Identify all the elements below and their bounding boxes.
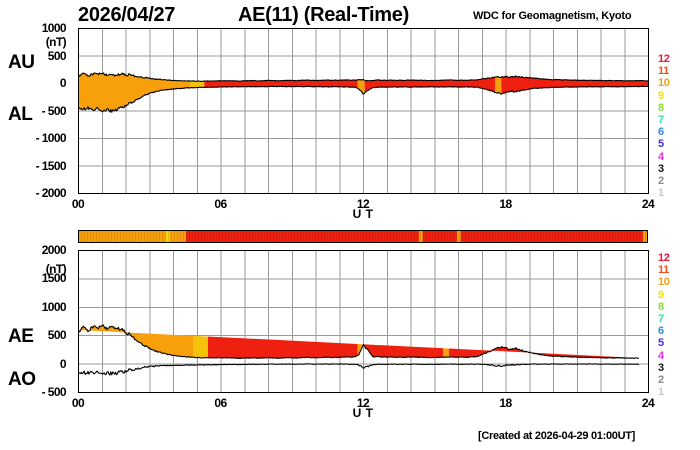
legend-item-3: 3	[658, 162, 664, 175]
legend-item-11: 11	[658, 65, 669, 78]
legend-item-2: 2	[658, 174, 664, 187]
label-au: AU	[8, 52, 35, 73]
footer-created-timestamp: [Created at 2026-04-29 01:00UT]	[478, 430, 636, 442]
trace-fill-segment	[193, 324, 208, 359]
legend-item-7: 7	[658, 312, 664, 325]
y-tick-label: - 500	[41, 385, 67, 399]
y-tick-label: - 1000	[35, 131, 67, 145]
y-tick-label: 2000	[41, 243, 67, 257]
status-bar-segment	[418, 230, 423, 243]
y-tick-label: 0	[59, 356, 67, 371]
legend-item-2: 2	[658, 373, 664, 386]
legend-item-11: 11	[658, 264, 669, 277]
legend-bottom: 12 11 10 9 8 7 6 5 4 3 2 1	[658, 252, 670, 399]
panel1-x-axis-title: U T	[352, 207, 374, 221]
y-tick-label: - 1500	[35, 158, 67, 173]
legend-item-4: 4	[658, 150, 664, 163]
legend-item-12: 12	[658, 252, 670, 264]
trace-line-AL	[78, 85, 649, 113]
header-title: AE(11) (Real-Time)	[238, 4, 409, 26]
y-tick-label: - 500	[41, 103, 67, 118]
x-tick-label: 24	[641, 197, 655, 211]
trace-fill-segment	[364, 324, 444, 359]
activity-status-bar[interactable]	[78, 230, 649, 244]
label-al: AL	[8, 104, 33, 125]
legend-item-5: 5	[658, 337, 664, 350]
legend-item-6: 6	[658, 325, 664, 338]
trace-fill-segment	[207, 324, 358, 359]
x-tick-label: 00	[71, 197, 85, 211]
status-bar-segment	[642, 230, 648, 243]
x-tick-label: 12	[356, 197, 370, 211]
x-tick-label: 18	[499, 197, 512, 211]
header-date: 2026/04/27	[78, 4, 176, 26]
legend-item-1: 1	[658, 386, 664, 399]
x-tick-label: 24	[641, 396, 655, 410]
y-tick-label: - 2000	[35, 186, 67, 200]
legend-item-8: 8	[658, 101, 664, 114]
legend-item-6: 6	[658, 126, 664, 139]
panel1-plot-area[interactable]	[78, 28, 649, 194]
legend-item-3: 3	[658, 361, 664, 374]
trace-fill-segment	[78, 324, 194, 359]
legend-item-9: 9	[658, 89, 664, 102]
trace-line-AO	[78, 363, 640, 376]
x-tick-label: 00	[71, 396, 85, 410]
legend-item-7: 7	[658, 113, 664, 126]
legend-item-4: 4	[658, 349, 664, 362]
status-bar-segment	[456, 230, 461, 243]
status-bar-segment	[460, 230, 643, 243]
status-bar-segment	[186, 230, 419, 243]
legend-item-8: 8	[658, 300, 664, 313]
legend-item-10: 10	[658, 77, 670, 90]
label-ao: AO	[8, 369, 36, 390]
status-bar-segment	[165, 230, 170, 243]
status-bar-segment	[78, 230, 187, 243]
status-bar-segment	[422, 230, 457, 243]
y-tick-label: 0	[59, 76, 67, 90]
trace-fill-segment	[449, 324, 639, 359]
status-bar-frame	[78, 230, 648, 243]
legend-item-12: 12	[658, 53, 670, 65]
y-tick-label: 1000	[41, 299, 67, 314]
legend-top: 12 11 10 9 8 7 6 5 4 3 2 1	[658, 53, 670, 200]
legend-item-5: 5	[658, 138, 664, 151]
y-tick-label: 1000	[41, 21, 67, 35]
y-tick-label: 500	[47, 48, 67, 63]
legend-item-9: 9	[658, 288, 664, 301]
panel2-x-axis-title: U T	[352, 406, 374, 420]
label-ae: AE	[8, 326, 34, 347]
legend-item-1: 1	[658, 187, 664, 200]
panel2-plot-area[interactable]	[78, 250, 649, 393]
x-tick-label: 06	[214, 197, 227, 211]
panel1-unit-label: (nT)	[45, 35, 67, 49]
x-tick-label: 18	[499, 396, 512, 410]
trace-line-AE	[78, 324, 640, 359]
trace-fill-segment	[443, 324, 449, 359]
panel2-unit-label: (nT)	[45, 262, 67, 276]
y-tick-label: 1500	[41, 271, 67, 286]
x-tick-label: 06	[214, 396, 227, 410]
header-source: WDC for Geomagnetism, Kyoto	[473, 10, 632, 22]
x-tick-label: 12	[356, 396, 370, 410]
trace-line-AU	[78, 72, 649, 82]
legend-item-10: 10	[658, 276, 670, 289]
y-tick-label: 500	[47, 328, 67, 343]
